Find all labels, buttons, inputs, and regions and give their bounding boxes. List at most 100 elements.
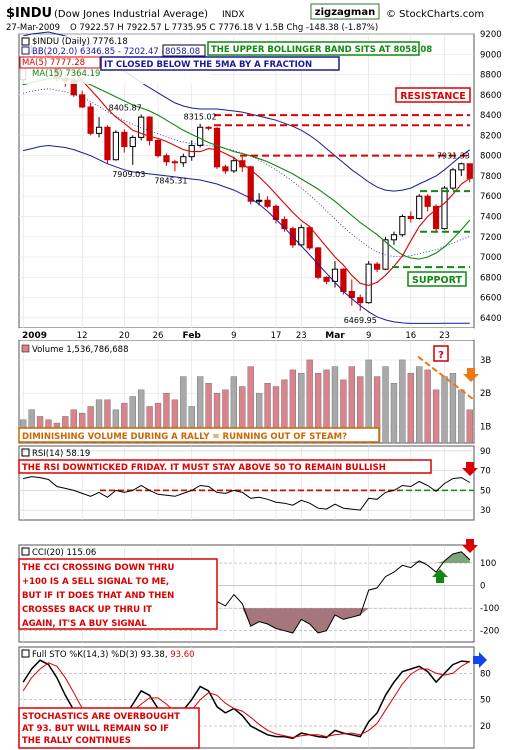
volume-bar: [104, 399, 111, 444]
date-tick-label: 9: [366, 331, 371, 341]
candle-body: [104, 126, 111, 161]
cci-note-line-4: CROSSES BACK UP THRU IT: [22, 605, 152, 615]
sto-legend-swatch: [21, 649, 30, 658]
candle-body: [230, 160, 237, 172]
candle-body: [138, 116, 145, 138]
candle-body: [264, 199, 271, 207]
bb-note: THE UPPER BOLLINGER BAND SITS AT 8058.08: [211, 45, 432, 55]
price-tick-label: 6400: [480, 314, 502, 324]
price-annotation-label: 8315.02: [184, 113, 217, 122]
volume-bar: [382, 366, 389, 444]
price-tick-label: 8600: [480, 91, 502, 101]
volume-bar: [264, 382, 271, 444]
ma-note: IT CLOSED BELOW THE 5MA BY A FRACTION: [104, 60, 312, 70]
candle-body: [416, 195, 423, 220]
index-name: (Dow Jones Industrial Average): [54, 9, 208, 20]
date-tick-label: 20: [119, 331, 130, 341]
price-annotation-label: 7909.03: [112, 170, 145, 179]
candle-body: [323, 276, 330, 282]
price-tick-label: 7600: [480, 192, 502, 202]
resistance-box: [395, 87, 471, 103]
volume-bar: [407, 373, 414, 444]
volume-bars: [20, 355, 475, 444]
rsi-note: THE RSI DOWNTICKED FRIDAY. IT MUST STAY …: [22, 463, 386, 473]
candle-body: [348, 291, 355, 299]
price-tick-label: 8800: [480, 71, 502, 81]
volume-question: ?: [438, 350, 444, 361]
sto-tick-label: 50: [480, 696, 491, 706]
symbol-title: $INDU: [6, 6, 52, 21]
candle-body: [315, 247, 322, 278]
volume-bar: [365, 359, 372, 444]
price-tick-label: 9000: [480, 50, 502, 60]
cci-tick-label: 100: [480, 559, 496, 569]
candle-body: [424, 195, 431, 207]
candle-body: [399, 215, 406, 236]
legend-ma5-box: [19, 56, 101, 69]
legend-swatch-bb: [21, 46, 30, 55]
volume-title: Volume 1,536,786,688: [32, 345, 129, 355]
candle-body: [382, 239, 389, 270]
volume-bar: [466, 409, 473, 444]
candle-body: [171, 161, 178, 164]
chart-panels: [18, 33, 475, 749]
cci-note-line-5: AGAIN, IT'S A BUY SIGNAL: [22, 619, 147, 629]
volume-bar: [348, 366, 355, 444]
volume-bar: [399, 359, 406, 444]
volume-bar: [121, 402, 128, 444]
volume-bar: [213, 392, 221, 444]
volume-note-box: [18, 427, 380, 443]
author-label: zigzagman: [315, 7, 375, 18]
price-annotation-label: 7845.31: [154, 176, 187, 185]
ma15-line: [23, 78, 471, 260]
legend-swatch-price: [21, 37, 30, 46]
candle-body: [213, 127, 221, 168]
volume-bar: [314, 373, 322, 444]
volume-bar: [340, 379, 347, 444]
candle-body: [373, 263, 381, 270]
volume-bar: [129, 396, 136, 444]
sto-right-arrow-icon: [473, 652, 487, 668]
date-tick-label: 23: [296, 331, 307, 341]
bb-note-box: [207, 41, 420, 56]
volume-trend-line: [417, 355, 475, 401]
rsi-legend-swatch: [21, 448, 30, 457]
volume-bar: [416, 366, 423, 444]
price-annotation-label: 7931.33: [437, 152, 470, 161]
volume-bar: [306, 359, 313, 444]
support-label: SUPPORT: [412, 275, 462, 286]
candle-body: [458, 163, 465, 171]
price-tick-label: 6800: [480, 273, 502, 283]
volume-bar: [230, 376, 238, 444]
candle-body: [331, 268, 339, 282]
volume-bar: [188, 406, 195, 444]
cci-down-arrow-icon: [462, 539, 478, 553]
volume-bar: [424, 369, 431, 444]
candle-body: [365, 263, 372, 304]
exchange-label: INDX: [222, 10, 244, 20]
volume-bar: [390, 382, 398, 444]
cci-note-box: [18, 558, 218, 630]
volume-down-arrow-icon: [463, 368, 479, 382]
candle-body: [87, 106, 94, 134]
candle-body: [357, 297, 364, 304]
volume-bar: [180, 376, 187, 444]
candle-body: [390, 234, 398, 241]
price-tick-label: 9200: [480, 30, 502, 40]
candle-body: [154, 139, 162, 157]
date-tick-label: Mar: [325, 331, 345, 341]
resistance-label: RESISTANCE: [400, 91, 466, 102]
bollinger-lower-line: [23, 144, 470, 324]
volume-bar: [205, 382, 212, 444]
bollinger-mid-line: [23, 88, 470, 257]
volume-bar: [239, 386, 246, 444]
candle-body: [205, 126, 212, 129]
legend-ma5: MA(5) 7777.28: [22, 58, 85, 68]
sto-d-value: 93.60: [170, 650, 194, 660]
candle-body: [112, 131, 120, 161]
cci-tick-label: -200: [480, 627, 499, 637]
candle-body: [247, 166, 254, 202]
volume-bar: [171, 399, 179, 444]
cci-note-line-3: BUT IF IT DOES THAT AND THEN: [22, 591, 174, 601]
